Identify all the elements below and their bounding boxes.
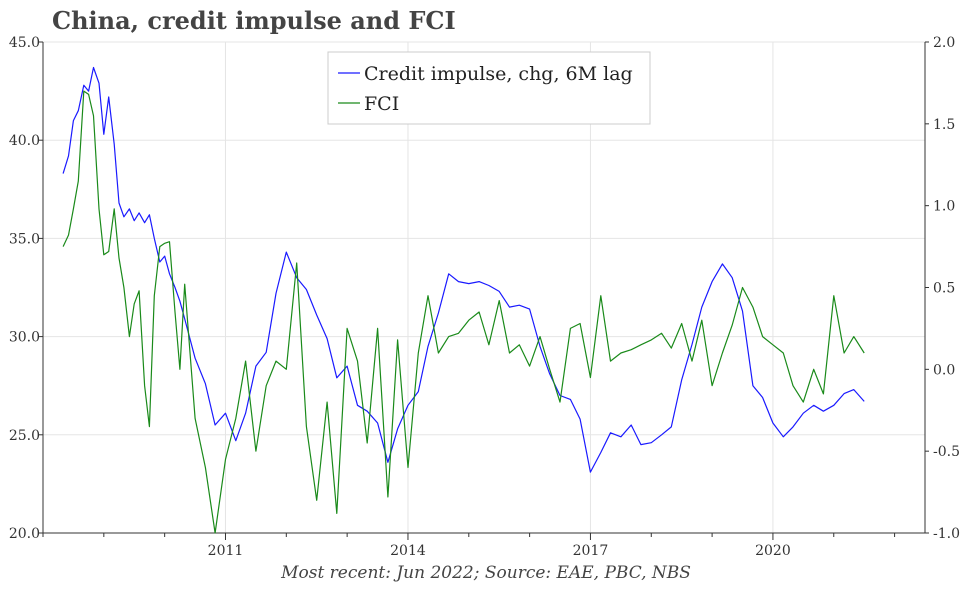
- axis-layer: 20.0 25.0 30.0 35.0 40.0 45.0 -1.0 -0.5 0.0 0.5 1.…: [9, 35, 960, 559]
- y-right-tick-label: 0.0: [933, 362, 955, 378]
- x-tick-label: 2011: [208, 543, 244, 559]
- y-left-tick-label: 30.0: [9, 330, 40, 346]
- y-right-tick-label: -0.5: [933, 444, 960, 460]
- y-right-tick-label: 0.5: [933, 281, 955, 297]
- y-right-tick-label: 1.0: [933, 199, 955, 215]
- series-line-credit-impulse: [62, 66, 865, 473]
- y-left-tick-label: 40.0: [9, 133, 40, 149]
- y-left-tick-label: 35.0: [9, 231, 40, 247]
- legend-label-credit-impulse: Credit impulse, chg, 6M lag: [364, 63, 633, 85]
- y-left-tick-label: 25.0: [9, 428, 40, 444]
- legend-label-fci: FCI: [364, 93, 399, 115]
- x-tick-label: 2017: [573, 543, 609, 559]
- chart-title: China, credit impulse and FCI: [52, 6, 456, 35]
- y-right-tick-label: -1.0: [933, 526, 960, 542]
- x-tick-label: 2020: [755, 543, 791, 559]
- series-line-fci: [62, 90, 865, 534]
- series-layer: [62, 66, 865, 534]
- chart-plot: 20.0 25.0 30.0 35.0 40.0 45.0 -1.0 -0.5 0.0 0.5 1.…: [9, 35, 960, 559]
- legend: Credit impulse, chg, 6M lag FCI: [327, 51, 651, 125]
- y-right-tick-label: 2.0: [933, 35, 955, 51]
- y-left-tick-label: 45.0: [9, 35, 40, 51]
- legend-box: [327, 51, 651, 125]
- x-tick-label: 2014: [390, 543, 426, 559]
- source-note: Most recent: Jun 2022; Source: EAE, PBC,…: [281, 563, 691, 583]
- y-right-tick-label: 1.5: [933, 117, 955, 133]
- y-left-tick-label: 20.0: [9, 526, 40, 542]
